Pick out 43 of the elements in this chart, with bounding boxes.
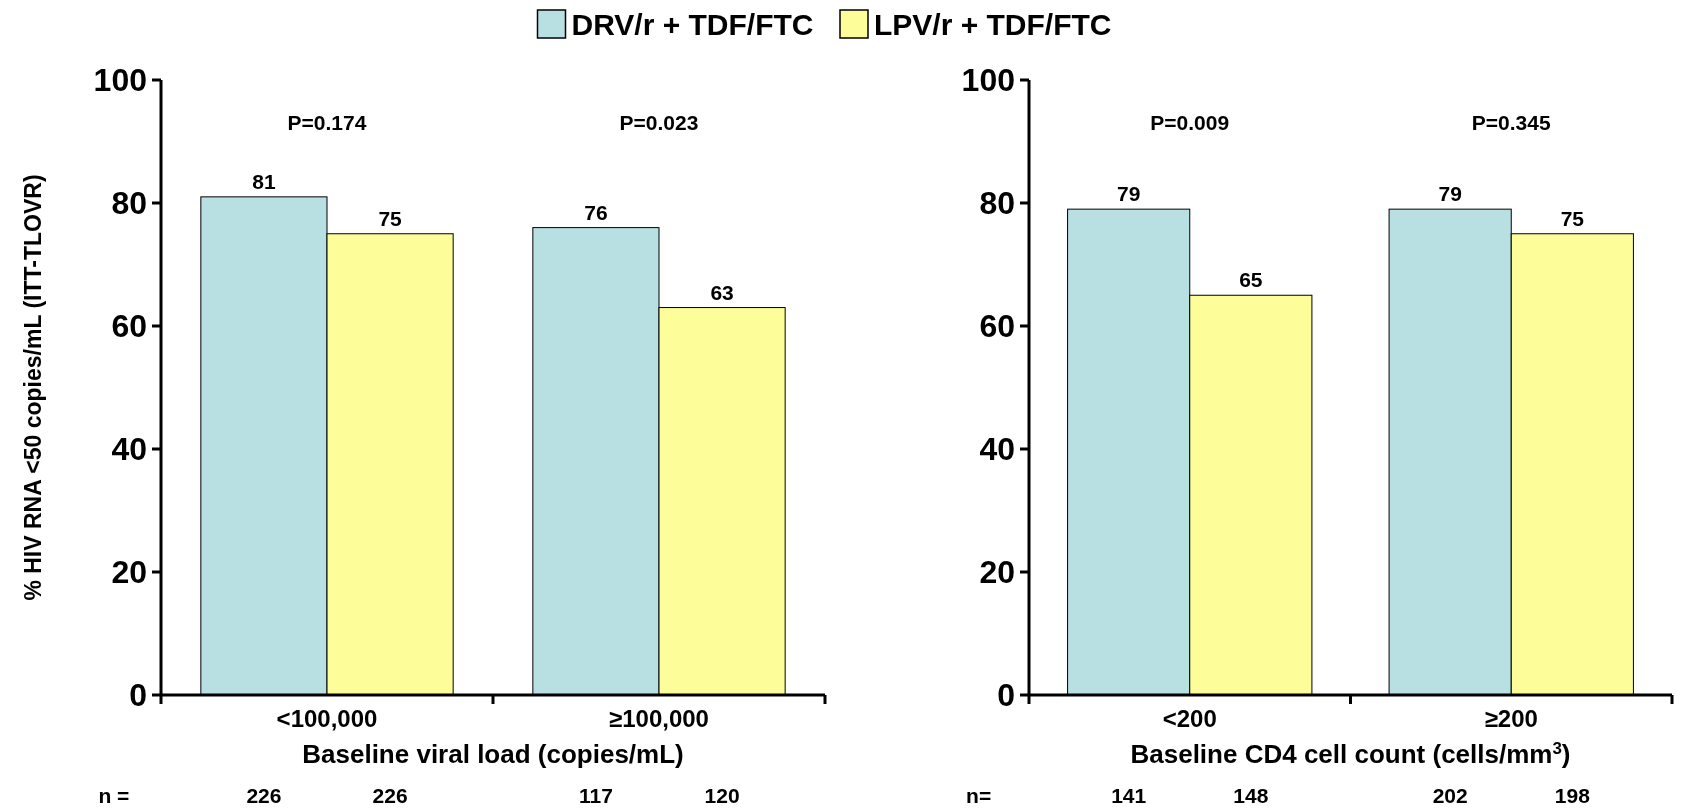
text: 141 xyxy=(1111,784,1147,807)
y-tick-label: 40 xyxy=(111,431,147,468)
legend-label: LPV/r + TDF/FTC xyxy=(874,7,1112,41)
x-axis-title: Baseline viral load (copies/mL) xyxy=(302,739,684,769)
text: 202 xyxy=(1432,784,1468,807)
text: 148 xyxy=(1233,784,1269,807)
data-label: 75 xyxy=(378,206,403,230)
data-label: 79 xyxy=(1116,182,1141,206)
y-tick-label: 60 xyxy=(979,308,1015,345)
y-tick-label: 100 xyxy=(93,62,147,99)
legend-label: DRV/r + TDF/FTC xyxy=(571,7,814,41)
x-tick-label: <100,000 xyxy=(276,705,378,732)
text: 226 xyxy=(246,784,282,807)
x-tick-label: ≥200 xyxy=(1484,705,1538,732)
text: 198 xyxy=(1554,784,1591,807)
data-label: 75 xyxy=(1560,206,1585,230)
data-label: 65 xyxy=(1239,268,1263,292)
text: 226 xyxy=(372,784,408,807)
text: 117 xyxy=(578,784,613,807)
data-label: 76 xyxy=(584,200,608,224)
y-axis-title: % HIV RNA <50 copies/mL (ITT-TLOVR) xyxy=(20,174,46,601)
annotation: P=0.174 xyxy=(287,111,367,135)
text: 120 xyxy=(704,784,740,807)
y-tick-label: 80 xyxy=(111,185,147,222)
y-tick-label: 0 xyxy=(997,677,1015,714)
data-label: 81 xyxy=(252,169,276,193)
y-tick-label: 80 xyxy=(979,185,1015,222)
x-tick-label: <200 xyxy=(1162,705,1217,732)
y-tick-label: 0 xyxy=(129,677,147,714)
text: n = xyxy=(98,784,130,807)
text: n= xyxy=(966,784,992,807)
y-tick-label: 40 xyxy=(979,431,1015,468)
x-tick-label: ≥100,000 xyxy=(609,705,709,732)
annotation: P=0.345 xyxy=(1471,111,1551,135)
annotation: P=0.009 xyxy=(1150,111,1230,135)
y-tick-label: 60 xyxy=(111,308,147,345)
data-label: 79 xyxy=(1438,182,1462,206)
x-axis-title: Baseline CD4 cell count (cells/mm$^{3}$) xyxy=(1130,738,1571,769)
y-tick-label: 20 xyxy=(979,554,1015,591)
data-label: 63 xyxy=(710,280,734,304)
annotation: P=0.023 xyxy=(619,111,699,135)
y-tick-label: 100 xyxy=(961,62,1015,99)
y-tick-label: 20 xyxy=(111,554,147,591)
